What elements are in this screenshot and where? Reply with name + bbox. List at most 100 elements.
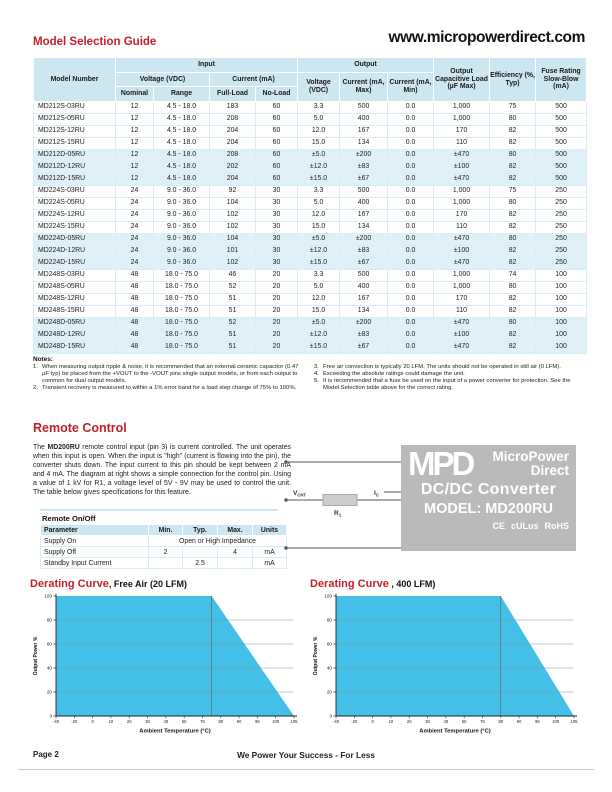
model-number-cell: MD212D-15RU xyxy=(33,173,116,186)
value-cell: 2.5 xyxy=(182,557,218,569)
table-row: MD224S-12RU 24 9.0 - 36.0 102 30 12.0 167 0.0 17… xyxy=(33,209,588,222)
value-cell: 4.5 - 18.0 xyxy=(153,173,210,186)
col-header-cap-load: Output Capacitive Load (µF Max) xyxy=(433,57,491,102)
chart-subtitle: , Free Air (20 LFM) xyxy=(108,579,188,589)
value-cell: 0.0 xyxy=(387,329,435,342)
model-number-cell: MD212S-12RU xyxy=(33,125,116,138)
y-axis-label: Output Power % xyxy=(313,636,319,675)
y-tick-label: 100 xyxy=(324,594,332,599)
product-name: DC/DC Converter xyxy=(420,481,557,498)
rohs-mark-icon: RoHS xyxy=(544,521,570,531)
value-cell: 20 xyxy=(254,269,299,282)
value-cell: 9.0 - 36.0 xyxy=(153,197,210,210)
value-cell: 18.0 - 75.0 xyxy=(153,329,210,342)
y-tick-label: 0 xyxy=(329,714,332,719)
y-tick-label: 20 xyxy=(47,690,53,695)
value-cell: 24 xyxy=(115,185,154,198)
table-row: MD212S-05RU 12 4.5 - 18.0 208 60 5.0 400 0.0 1,0… xyxy=(33,113,588,126)
value-cell: 82 xyxy=(489,125,537,138)
value-cell: 170 xyxy=(433,209,491,222)
model-number-cell: MD248S-05RU xyxy=(33,281,116,294)
value-cell xyxy=(182,546,218,558)
value-cell: 1,000 xyxy=(433,101,491,114)
table-row: MD212D-15RU 12 4.5 - 18.0 204 60 ±15.0 ±67 0.0 ±… xyxy=(33,173,588,186)
y-tick-label: 20 xyxy=(327,690,333,695)
col-header-fuse: Fuse Rating Slow-Blow (mA) xyxy=(535,57,588,102)
value-cell: 12.0 xyxy=(297,209,341,222)
value-cell: 1,000 xyxy=(433,269,491,282)
model-number-cell: MD212S-05RU xyxy=(33,113,116,126)
value-cell: 167 xyxy=(339,125,389,138)
value-cell: 51 xyxy=(209,341,256,354)
value-cell: 48 xyxy=(115,269,154,282)
value-cell: 12 xyxy=(115,125,154,138)
page-title: Model Selection Guide xyxy=(33,36,157,48)
value-cell xyxy=(217,557,253,569)
value-cell xyxy=(148,557,183,569)
value-cell: 0.0 xyxy=(387,197,435,210)
value-cell: ±470 xyxy=(433,173,491,186)
value-cell: ±470 xyxy=(433,257,491,270)
value-cell: 3.3 xyxy=(297,101,341,114)
value-cell: 400 xyxy=(339,281,389,294)
brand-line1: MicroPower xyxy=(492,449,569,464)
notes-title: Notes: xyxy=(33,356,53,363)
col-header-out-current-min: Current (mA, Min) xyxy=(387,72,435,102)
y-tick-label: 60 xyxy=(327,642,333,647)
value-cell: 104 xyxy=(209,197,256,210)
value-cell: 80 xyxy=(489,281,537,294)
x-tick-label: 0 xyxy=(371,719,374,724)
derating-area xyxy=(56,596,294,716)
value-cell: 30 xyxy=(254,209,299,222)
value-cell: mA xyxy=(252,546,287,558)
value-cell: 500 xyxy=(535,137,588,150)
value-cell: 250 xyxy=(535,257,588,270)
derating-curve-free-air: Derating Curve, Free Air (20 LFM) 0 20 40 6… xyxy=(30,574,306,742)
value-cell: 30 xyxy=(254,233,299,246)
table-row: MD224D-15RU 24 9.0 - 36.0 102 30 ±15.0 ±67 0.0 ±… xyxy=(33,257,588,270)
value-cell: 4.5 - 18.0 xyxy=(153,113,210,126)
value-cell: 82 xyxy=(489,341,537,354)
table-row: MD248S-15RU 48 18.0 - 75.0 51 20 15.0 134 0.0 11… xyxy=(33,305,588,318)
model-number-cell: MD212S-15RU xyxy=(33,137,116,150)
value-cell: 4.5 - 18.0 xyxy=(153,137,210,150)
table-row: MD248D-05RU 48 18.0 - 75.0 52 20 ±5.0 ±200 0.0 ±… xyxy=(33,317,588,330)
col-group-current: Current (mA) xyxy=(208,72,299,87)
value-cell: 400 xyxy=(339,113,389,126)
x-tick-label: -20 xyxy=(351,719,358,724)
value-cell: 100 xyxy=(535,317,588,330)
value-cell: 500 xyxy=(339,101,389,114)
value-cell: 48 xyxy=(115,305,154,318)
x-axis-label: Ambient Temperature (°C) xyxy=(139,729,211,735)
value-cell: 167 xyxy=(339,293,389,306)
value-cell: 48 xyxy=(115,293,154,306)
value-cell: 82 xyxy=(489,257,537,270)
x-tick-label: 80 xyxy=(218,719,223,724)
model-number-cell: MD248D-05RU xyxy=(33,317,116,330)
chart-title: Derating Curve xyxy=(310,578,389,590)
value-cell: ±200 xyxy=(339,233,389,246)
value-cell: 18.0 - 75.0 xyxy=(153,341,210,354)
value-cell: 12.0 xyxy=(297,125,341,138)
website-link[interactable]: www.micropowerdirect.com xyxy=(388,29,585,46)
col-header-out-voltage: Voltage (VDC) xyxy=(297,72,341,102)
value-cell: 110 xyxy=(433,305,491,318)
x-tick-label: 10 xyxy=(109,719,114,724)
y-tick-label: 80 xyxy=(327,618,333,623)
x-tick-label: 70 xyxy=(480,719,485,724)
x-tick-label: 80 xyxy=(498,719,503,724)
table-row: MD212D-12RU 12 4.5 - 18.0 202 60 ±12.0 ±83 0.0 ±… xyxy=(33,161,588,174)
value-cell: 52 xyxy=(209,317,256,330)
value-cell: ±200 xyxy=(339,149,389,162)
value-cell: 9.0 - 36.0 xyxy=(153,245,210,258)
model-number-cell: MD224S-03RU xyxy=(33,185,116,198)
col-header-nominal: Nominal xyxy=(115,86,154,102)
model-selection-table: Model Number Input Output Output Capacit… xyxy=(33,57,588,354)
x-tick-label: 30 xyxy=(425,719,430,724)
value-cell: 500 xyxy=(535,113,588,126)
value-cell: 9.0 - 36.0 xyxy=(153,233,210,246)
value-cell: 82 xyxy=(489,305,537,318)
model-number-cell: MD248D-12RU xyxy=(33,329,116,342)
value-cell: 500 xyxy=(535,173,588,186)
value-cell: 102 xyxy=(209,221,256,234)
